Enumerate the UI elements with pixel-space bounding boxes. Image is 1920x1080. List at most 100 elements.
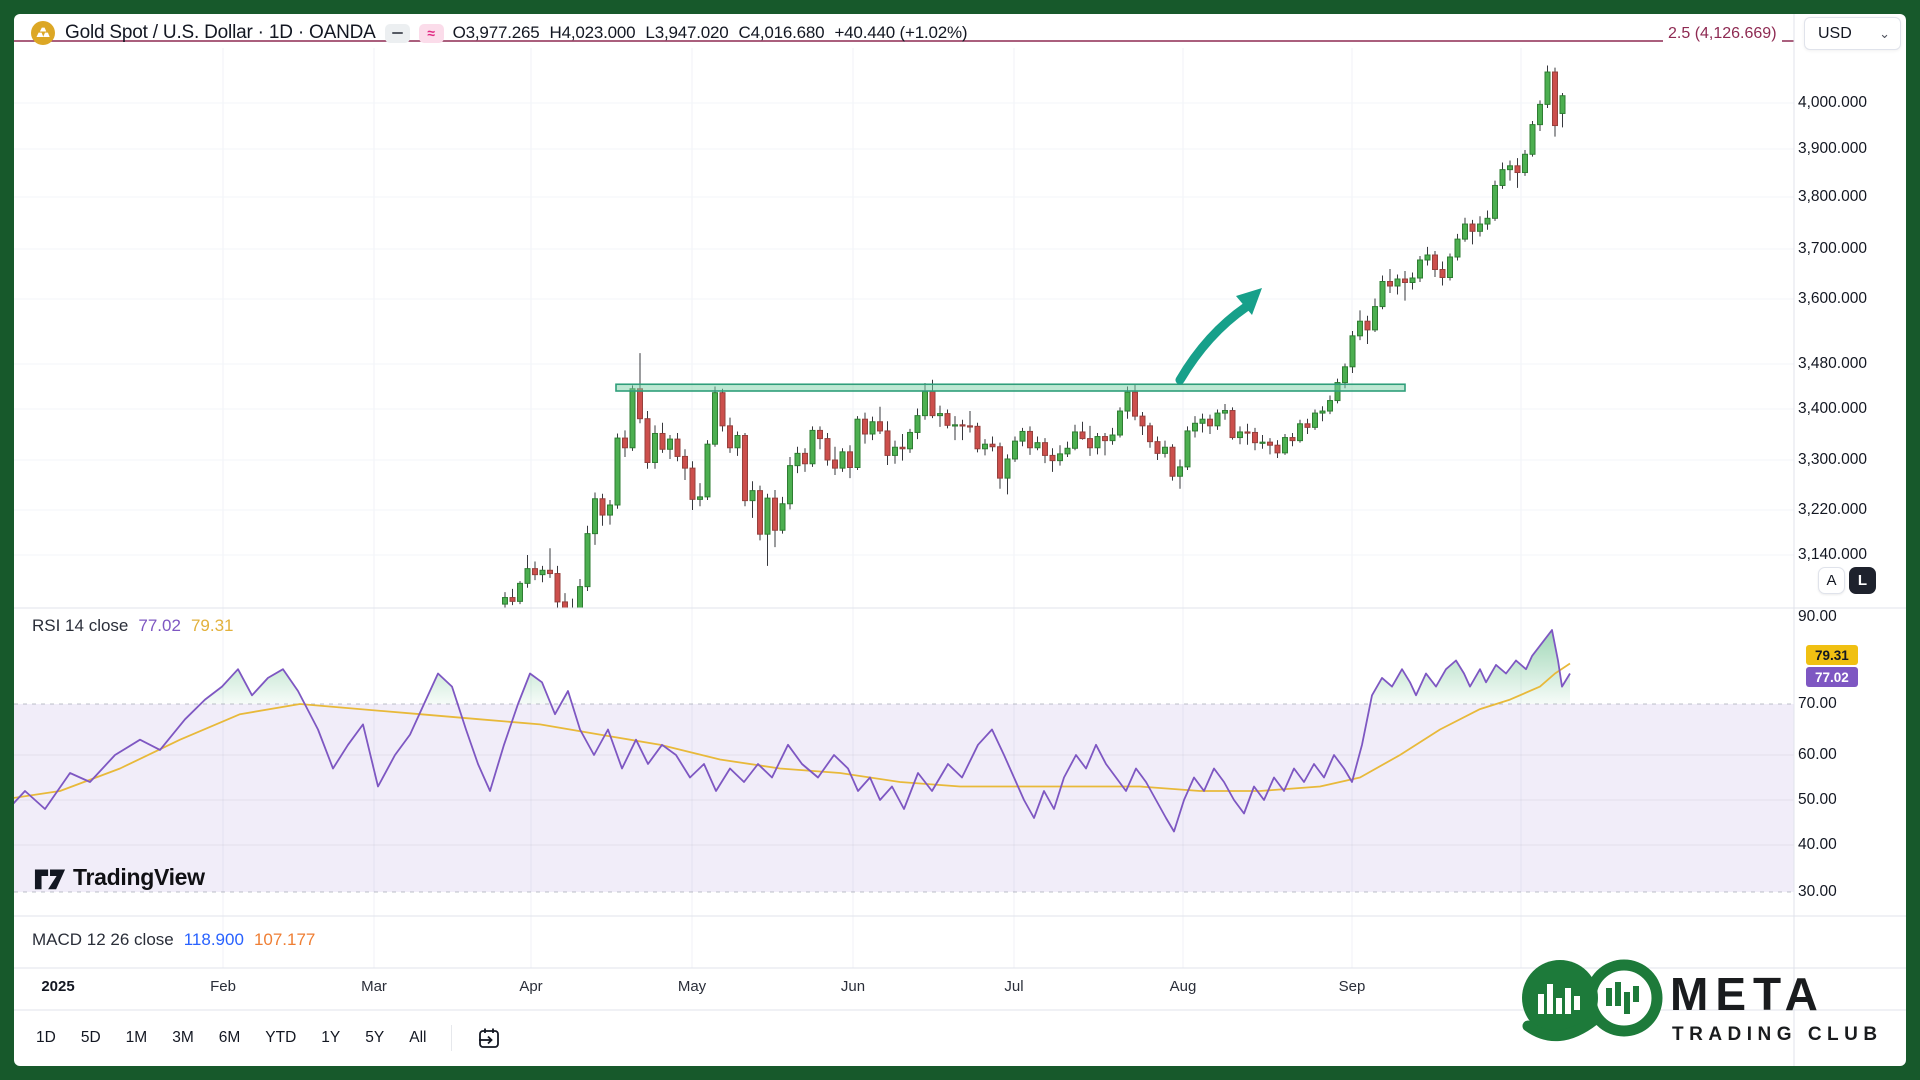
macd-pane-label: MACD 12 26 close 118.900 107.177 bbox=[32, 930, 315, 950]
candle bbox=[742, 435, 748, 502]
candle bbox=[1312, 412, 1318, 428]
low-value: 3,947.020 bbox=[654, 23, 729, 42]
range-button-all[interactable]: All bbox=[409, 1029, 427, 1046]
candle bbox=[1552, 71, 1558, 127]
candle bbox=[622, 437, 628, 449]
candle bbox=[1199, 418, 1206, 424]
candle bbox=[1019, 430, 1026, 442]
candle bbox=[1259, 441, 1266, 444]
candle bbox=[502, 597, 508, 605]
candle bbox=[899, 446, 906, 450]
price-axis-label: 3,700.000 bbox=[1798, 240, 1867, 257]
range-toolbar: 1D 5D 1M 3M 6M YTD 1Y 5Y All bbox=[36, 1021, 501, 1055]
price-axis-label: 4,000.000 bbox=[1798, 94, 1867, 111]
chart-header: Gold Spot / U.S. Dollar · 1D · OANDA ≈ O… bbox=[30, 18, 968, 48]
candle bbox=[712, 392, 718, 445]
price-axis-label: 3,220.000 bbox=[1798, 501, 1867, 518]
range-button-5y[interactable]: 5Y bbox=[365, 1029, 385, 1046]
time-axis-label: Jul bbox=[1004, 978, 1024, 995]
range-button-1y[interactable]: 1Y bbox=[321, 1029, 341, 1046]
log-scale-button[interactable]: L bbox=[1849, 567, 1876, 594]
candle bbox=[727, 425, 733, 449]
candle bbox=[922, 391, 928, 417]
candle bbox=[907, 431, 913, 450]
goto-date-button[interactable] bbox=[477, 1026, 501, 1050]
candle bbox=[1094, 436, 1101, 449]
candle bbox=[644, 418, 651, 464]
candle bbox=[1477, 223, 1483, 232]
candle bbox=[1087, 438, 1093, 449]
candle bbox=[1237, 431, 1243, 439]
candle bbox=[1222, 410, 1228, 414]
candle bbox=[1214, 412, 1221, 427]
candle bbox=[862, 418, 868, 435]
candle bbox=[1522, 153, 1528, 174]
range-button-3m[interactable]: 3M bbox=[172, 1029, 194, 1046]
change-value: +40.440 (+1.02%) bbox=[834, 23, 968, 42]
candle bbox=[1327, 400, 1333, 412]
candle bbox=[989, 443, 996, 448]
range-button-6m[interactable]: 6M bbox=[218, 1029, 241, 1046]
tradingview-watermark[interactable]: TradingView bbox=[34, 862, 205, 892]
candle bbox=[929, 391, 936, 417]
currency-dropdown[interactable]: USD ⌄ bbox=[1804, 17, 1901, 50]
macd-label: MACD 12 26 close bbox=[32, 930, 174, 949]
time-axis-label: Jun bbox=[840, 978, 866, 995]
resistance-band[interactable] bbox=[615, 383, 1406, 392]
candle bbox=[1132, 391, 1138, 417]
rsi-axis-label: 90.00 bbox=[1798, 608, 1837, 625]
candle bbox=[1484, 217, 1491, 225]
range-button-1m[interactable]: 1M bbox=[125, 1029, 148, 1046]
rsi-value-badge: 77.02 bbox=[1806, 667, 1858, 687]
candle bbox=[839, 451, 846, 469]
candle bbox=[517, 582, 523, 602]
currency-value: USD bbox=[1818, 24, 1852, 42]
candle bbox=[1027, 430, 1033, 449]
candle bbox=[1049, 454, 1056, 462]
close-value: 4,016.680 bbox=[750, 23, 825, 42]
candle bbox=[1102, 436, 1108, 442]
candle bbox=[629, 388, 636, 449]
candle bbox=[1207, 418, 1213, 427]
candle bbox=[1499, 169, 1506, 186]
candle bbox=[1432, 254, 1438, 270]
candle bbox=[809, 429, 816, 465]
candle bbox=[1447, 256, 1453, 278]
candle bbox=[539, 569, 546, 576]
candle bbox=[1012, 440, 1018, 460]
price-axis-label: 3,300.000 bbox=[1798, 451, 1867, 468]
high-value: 4,023.000 bbox=[561, 23, 636, 42]
brand-subtitle: TRADING CLUB bbox=[1672, 1024, 1883, 1045]
candle bbox=[952, 424, 958, 427]
candle bbox=[509, 597, 516, 602]
candle bbox=[749, 490, 756, 502]
time-axis-label: Sep bbox=[1338, 978, 1366, 995]
candle bbox=[847, 451, 853, 468]
rsi-axis-label: 50.00 bbox=[1798, 791, 1837, 808]
range-button-ytd[interactable]: YTD bbox=[265, 1029, 297, 1046]
tradingview-logo-icon bbox=[34, 862, 66, 892]
symbol-title[interactable]: Gold Spot / U.S. Dollar · 1D · OANDA bbox=[65, 22, 376, 43]
range-button-5d[interactable]: 5D bbox=[80, 1029, 101, 1046]
hide-indicator-pill[interactable] bbox=[384, 23, 410, 43]
rsi-pane-label: RSI 14 close 77.02 79.31 bbox=[32, 616, 233, 636]
watermark-text: TradingView bbox=[73, 863, 205, 890]
minus-icon bbox=[391, 31, 403, 35]
price-axis-label: 3,140.000 bbox=[1798, 546, 1867, 563]
candle bbox=[1424, 254, 1431, 261]
auto-scale-button[interactable]: A bbox=[1818, 567, 1845, 594]
candle bbox=[794, 452, 801, 467]
candle bbox=[1402, 278, 1408, 283]
range-button-1d[interactable]: 1D bbox=[36, 1029, 56, 1046]
breakout-arrow-icon[interactable] bbox=[1175, 288, 1262, 385]
candle bbox=[1229, 410, 1236, 439]
compare-pill[interactable]: ≈ bbox=[418, 23, 444, 43]
candle bbox=[1169, 446, 1176, 477]
candle bbox=[1349, 335, 1356, 368]
time-axis-label: May bbox=[677, 978, 707, 995]
candle bbox=[1319, 410, 1326, 414]
candle bbox=[884, 430, 891, 456]
time-axis-label: Aug bbox=[1169, 978, 1197, 995]
candle bbox=[1507, 165, 1513, 171]
